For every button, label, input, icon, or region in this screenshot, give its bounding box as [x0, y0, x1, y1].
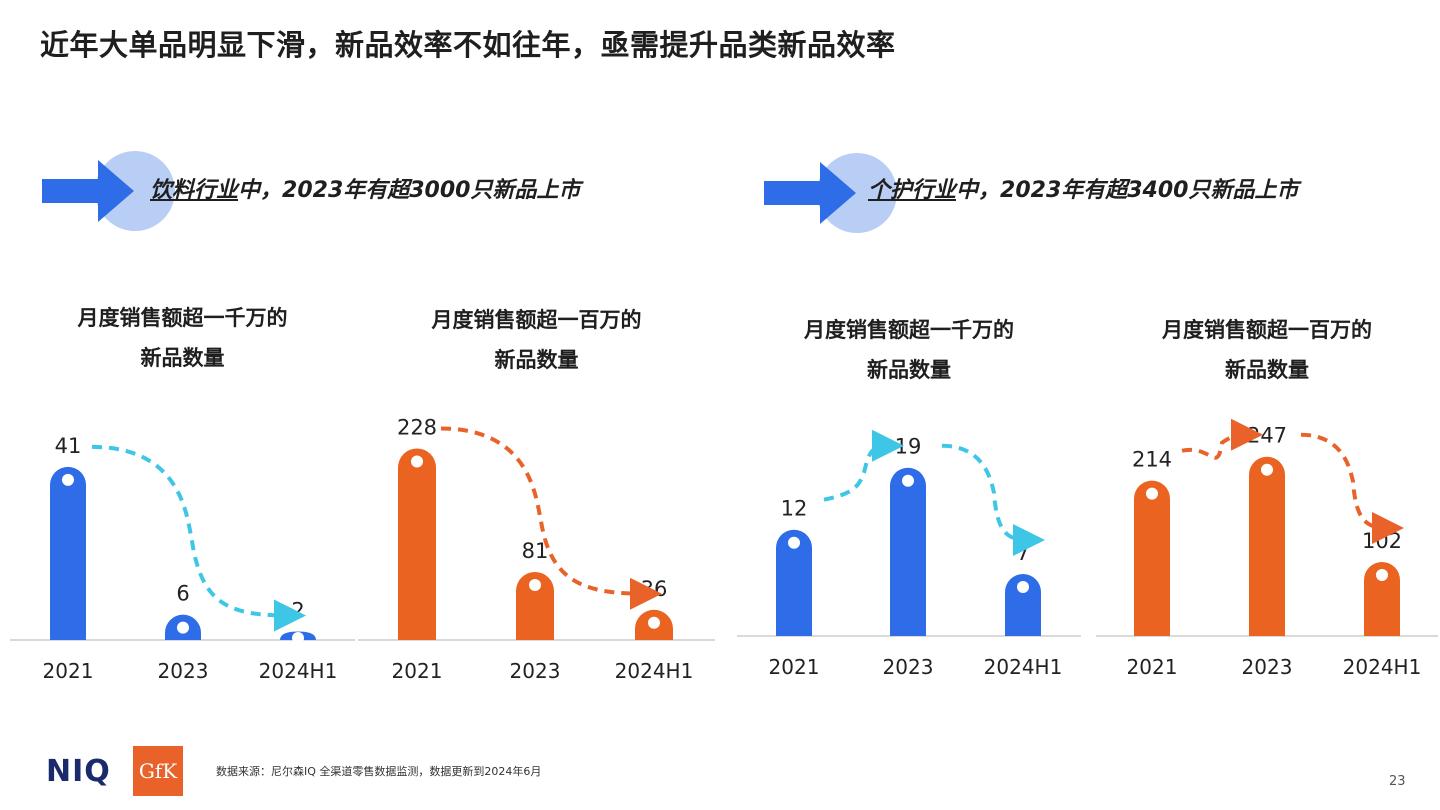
bar-2024H1 — [1005, 574, 1041, 636]
value-label: 19 — [895, 435, 922, 459]
bar-dot — [177, 621, 189, 634]
bar-2021 — [398, 448, 436, 640]
chart-title-line2: 新品数量 — [867, 358, 951, 382]
bar-dot — [1376, 568, 1388, 581]
chart-title: 月度销售额超一千万的 新品数量 — [10, 298, 355, 378]
category-label: 2021 — [769, 655, 820, 679]
bar-2024H1 — [1364, 561, 1400, 636]
trend-arrow — [1300, 432, 1404, 544]
category-label: 2023 — [1242, 655, 1293, 679]
bar-dot — [648, 616, 660, 629]
value-label: 228 — [397, 415, 437, 439]
bar-dot — [62, 473, 74, 486]
chart-beverage-10m: 月度销售额超一千万的 新品数量 41 2021 6 2023 2 2024H1 — [10, 298, 355, 698]
bar-2021 — [1134, 480, 1170, 636]
data-source-note: 数据来源：尼尔森IQ 全渠道零售数据监测，数据更新到2024年6月 — [216, 765, 542, 778]
bar-dot — [411, 455, 423, 468]
category-label: 2024H1 — [615, 659, 694, 683]
chart-title: 月度销售额超一千万的 新品数量 — [737, 310, 1081, 390]
trend-arrow — [823, 429, 904, 502]
chart-personal-care-10m: 月度销售额超一千万的 新品数量 12 2021 19 2023 7 2024H1 — [737, 310, 1081, 698]
arrow-right-icon — [42, 151, 175, 231]
trend-arrow — [1181, 418, 1263, 460]
category-label: 2024H1 — [984, 655, 1063, 679]
bar-2023 — [1249, 456, 1285, 636]
bar-2021 — [50, 466, 86, 640]
chart-title: 月度销售额超一百万的 新品数量 — [1096, 310, 1438, 390]
chart-title-line2: 新品数量 — [140, 346, 225, 370]
section-rest: 中，2023年有超3400只新品上市 — [956, 178, 1299, 203]
category-label: 2023 — [510, 659, 561, 683]
badge-circle — [817, 153, 897, 233]
badge-circle — [95, 151, 175, 231]
trend-arrow — [91, 444, 306, 632]
trend-arrow — [941, 443, 1045, 556]
bar-dot — [529, 578, 541, 591]
value-label: 7 — [1016, 541, 1029, 565]
category-label: 2024H1 — [259, 659, 338, 683]
category-label: 2021 — [1127, 655, 1178, 679]
chart-beverage-1m: 月度销售额超一百万的 新品数量 228 2021 81 2023 36 2024H1 — [358, 300, 715, 698]
category-label: 2023 — [883, 655, 934, 679]
niq-logo: NIQ — [46, 754, 111, 789]
chart-title-line1: 月度销售额超一百万的 — [1162, 318, 1372, 342]
arrow-shape — [42, 160, 134, 222]
chart-plot: 214 2021 247 2023 102 2024H1 — [1096, 418, 1438, 679]
section-industry: 个护行业 — [868, 178, 957, 203]
section-head-personal-care: 个护行业中，2023年有超3400只新品上市 — [762, 148, 1382, 238]
value-label: 247 — [1247, 424, 1287, 448]
bar-2023 — [516, 571, 554, 640]
chart-plot: 228 2021 81 2023 36 2024H1 — [358, 415, 715, 683]
page-title: 近年大单品明显下滑，新品效率不如往年，亟需提升品类新品效率 — [40, 28, 896, 62]
value-label: 6 — [176, 582, 189, 606]
bar-2021 — [776, 529, 812, 636]
gfk-logo: GfK — [133, 746, 183, 796]
value-label: 214 — [1132, 448, 1172, 472]
bar-2023 — [890, 467, 926, 636]
chart-title: 月度销售额超一百万的 新品数量 — [358, 300, 715, 380]
section-text: 饮料行业中，2023年有超3000只新品上市 — [150, 172, 580, 204]
category-label: 2021 — [392, 659, 443, 683]
value-label: 36 — [641, 577, 668, 601]
value-label: 102 — [1362, 529, 1402, 553]
chart-plot: 41 2021 6 2023 2 2024H1 — [10, 434, 355, 683]
chart-title-line1: 月度销售额超一千万的 — [804, 318, 1014, 342]
value-label: 41 — [55, 434, 82, 458]
section-text: 个护行业中，2023年有超3400只新品上市 — [868, 172, 1298, 204]
bar-dot — [1146, 487, 1158, 500]
bar-dot — [1017, 581, 1029, 593]
value-label: 81 — [522, 539, 549, 563]
category-label: 2021 — [43, 659, 94, 683]
bar-dot — [902, 474, 914, 487]
section-rest: 中，2023年有超3000只新品上市 — [238, 178, 581, 203]
chart-personal-care-1m: 月度销售额超一百万的 新品数量 214 2021 247 2023 102 2024H1 — [1096, 310, 1438, 698]
bar-dot — [1261, 463, 1273, 476]
chart-plot: 12 2021 19 2023 7 2024H1 — [737, 429, 1081, 679]
section-head-beverage: 饮料行业中，2023年有超3000只新品上市 — [40, 146, 640, 236]
arrow-shape — [764, 162, 856, 224]
section-industry: 饮料行业 — [150, 178, 239, 203]
value-label: 12 — [781, 497, 808, 521]
category-label: 2024H1 — [1343, 655, 1422, 679]
trend-arrow — [440, 426, 662, 610]
chart-title-line2: 新品数量 — [1225, 358, 1309, 382]
bar-dot — [292, 632, 304, 644]
page-number: 23 — [1389, 774, 1406, 789]
bar-dot — [788, 536, 800, 549]
chart-title-line1: 月度销售额超一千万的 — [77, 306, 288, 330]
chart-title-line2: 新品数量 — [494, 348, 579, 372]
category-label: 2023 — [158, 659, 209, 683]
arrow-right-icon — [764, 153, 897, 233]
value-label: 2 — [291, 599, 304, 623]
chart-title-line1: 月度销售额超一百万的 — [431, 308, 642, 332]
